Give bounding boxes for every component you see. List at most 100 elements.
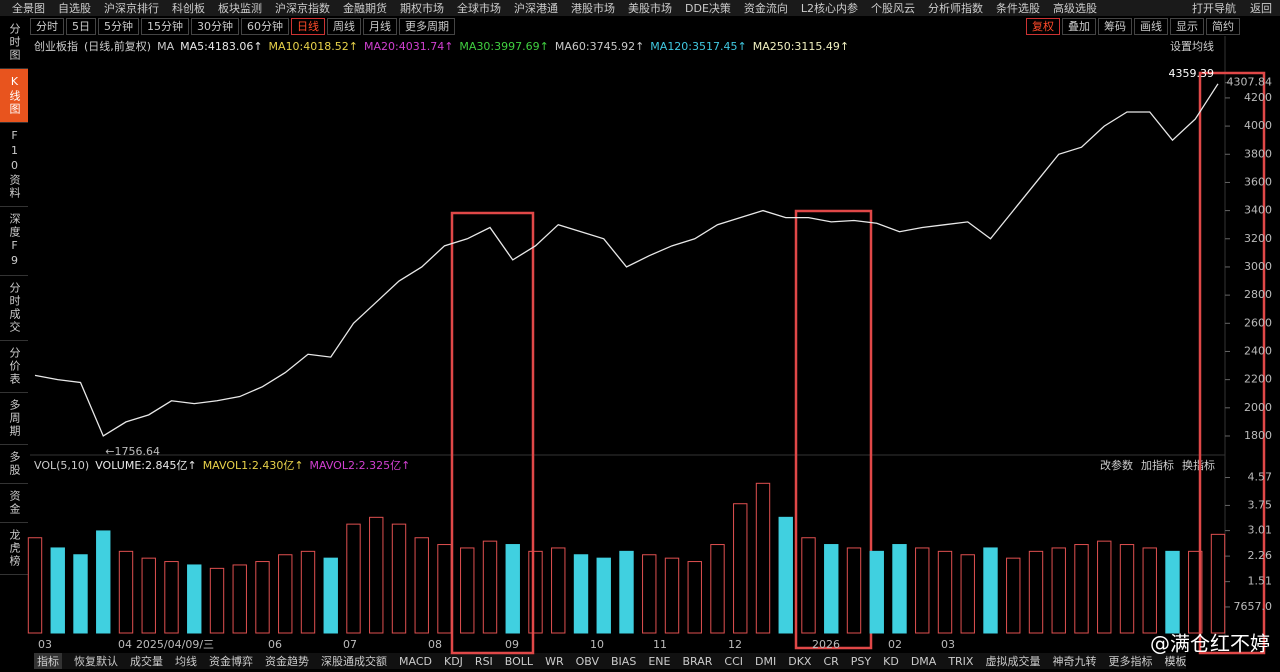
legend: 创业板指 (日线,前复权) MA MA5:4183.06↑ MA10:4018.5… [34,39,849,54]
menu-item[interactable]: 返回 [1250,2,1272,15]
indicator-tab[interactable]: DKX [788,654,812,668]
period-tab[interactable]: 15分钟 [141,17,189,35]
period-tab[interactable]: 30分钟 [191,17,239,35]
indicator-tab[interactable]: 恢复默认 [74,655,118,668]
indicator-tab[interactable]: CR [823,654,839,668]
indicator-tab[interactable]: 虚拟成交量 [985,655,1041,668]
tool-button[interactable]: 画线 [1134,17,1168,35]
menu-item[interactable]: L2核心内参 [800,2,859,15]
indicator-tab[interactable]: 更多指标 [1108,655,1153,668]
volume-bar [596,557,611,634]
indicator-tab[interactable]: WR [545,654,564,668]
indicator-tab[interactable]: BRAR [682,654,713,668]
side-tab[interactable]: 分时成交 [0,276,28,341]
menu-item[interactable]: 沪深港通 [514,2,558,15]
period-tab[interactable]: 5日 [66,17,96,35]
period-tab[interactable]: 5分钟 [98,17,139,35]
menu-item[interactable]: DDE决策 [685,2,731,15]
tool-button[interactable]: 筹码 [1098,17,1132,35]
indicator-tab[interactable]: BIAS [611,654,637,668]
tool-button[interactable]: 显示 [1170,17,1204,35]
indicator-tab[interactable]: MACD [399,654,432,668]
side-tab[interactable]: 深度F9 [0,207,28,276]
volume-bar [323,557,338,634]
volume-bar [687,561,702,634]
volume-bar [1028,550,1044,634]
menu-item[interactable]: 打开导航 [1192,2,1236,15]
side-tabs: 分时图 K线图 F10资料 深度F9 分时成交 分价表 多周期 多股 资金 龙虎榜 [0,17,28,575]
menu-item[interactable]: 沪深京排行 [104,2,159,15]
side-tab[interactable]: F10资料 [0,123,28,207]
y-tick-label: 4000 [1244,119,1272,132]
menu-item[interactable]: 分析师指数 [928,2,984,15]
volume-bar [1188,550,1203,634]
side-tab[interactable]: 多股 [0,445,28,484]
indicator-tab[interactable]: CCI [724,654,743,668]
indicator-tab[interactable]: DMA [910,654,937,668]
period-tab[interactable]: 更多周期 [399,17,455,35]
indicator-tab[interactable]: KD [883,654,899,668]
ma-settings[interactable]: 设置均线 [1170,40,1214,53]
volume-bar [755,482,771,634]
indicator-tab[interactable]: 深股通成交额 [321,655,387,668]
vol-action[interactable]: 加指标 [1141,459,1174,472]
volume-bar [664,557,680,634]
period-tab[interactable]: 分时 [30,17,64,35]
indicator-tab[interactable]: OBV [575,654,600,668]
period-tab[interactable]: 月线 [363,17,397,35]
vol-action[interactable]: 改参数 [1100,459,1133,472]
tool-bar: 复权 叠加 筹码 画线 显示 简约 [1026,17,1240,35]
period-tab[interactable]: 60分钟 [241,17,289,35]
ma-value: MA30:3997.69↑ [459,39,549,53]
indicator-tab[interactable]: KDJ [443,654,463,668]
menu-item[interactable]: 全球市场 [457,2,501,15]
side-tab[interactable]: 分时图 [0,17,28,69]
side-tab[interactable]: 资金 [0,484,28,523]
menu-item[interactable]: 沪深京指数 [275,2,330,15]
highlight-box [450,211,535,655]
indicator-tab[interactable]: PSY [850,654,872,668]
indicator-tab[interactable]: 均线 [175,655,197,668]
tool-button[interactable]: 复权 [1026,17,1060,35]
volume-bar [232,564,247,634]
menu-item[interactable]: 期权市场 [400,2,444,15]
menu-item[interactable]: 金融期货 [343,2,387,15]
menu-item[interactable]: 全景图 [12,2,45,15]
menu-item[interactable]: 港股市场 [571,2,615,15]
volume-bar [27,537,43,634]
indicator-tab[interactable]: 指标 [34,653,62,669]
side-tab[interactable]: K线图 [0,69,28,123]
menu-item[interactable]: 资金流向 [743,2,788,15]
indicator-tab[interactable]: RSI [474,654,493,668]
period-tab[interactable]: 周线 [327,17,361,35]
volume-bar [619,550,634,634]
indicator-tab[interactable]: DMI [755,654,777,668]
indicator-tab[interactable]: ENE [648,654,671,668]
menu-item[interactable]: 高级选股 [1053,2,1098,15]
menu-item[interactable]: 美股市场 [628,2,672,15]
vol-action[interactable]: 换指标 [1182,459,1215,472]
y-tick-label: 4307.84 [1227,76,1273,89]
indicator-tab[interactable]: 神奇九转 [1052,655,1097,668]
menu-item[interactable]: 条件选股 [996,2,1041,15]
menu-item[interactable]: 科创板 [172,2,205,15]
period-tab[interactable]: 日线 [291,17,325,35]
indicator-tab[interactable]: 模板 [1164,655,1187,668]
vol-value: MAVOL2:2.325亿↑ [309,459,411,472]
tool-button[interactable]: 简约 [1206,17,1240,35]
tool-button[interactable]: 叠加 [1062,17,1096,35]
menu-item[interactable]: 自选股 [58,2,91,15]
side-tab[interactable]: 龙虎榜 [0,523,28,575]
indicator-tab[interactable]: BOLL [504,654,534,668]
menu-item[interactable]: 板块监测 [218,2,262,15]
side-tab[interactable]: 分价表 [0,341,28,393]
menu-item[interactable]: 个股风云 [871,2,916,15]
x-tick-label: 06 [268,638,282,651]
indicator-tab[interactable]: TRIX [948,654,974,668]
side-tab[interactable]: 多周期 [0,393,28,445]
indicator-tab[interactable]: 资金趋势 [265,655,309,668]
indicator-tab[interactable]: 成交量 [130,655,163,668]
volume-bar [437,544,452,634]
indicator-tab[interactable]: 资金博弈 [209,655,253,668]
